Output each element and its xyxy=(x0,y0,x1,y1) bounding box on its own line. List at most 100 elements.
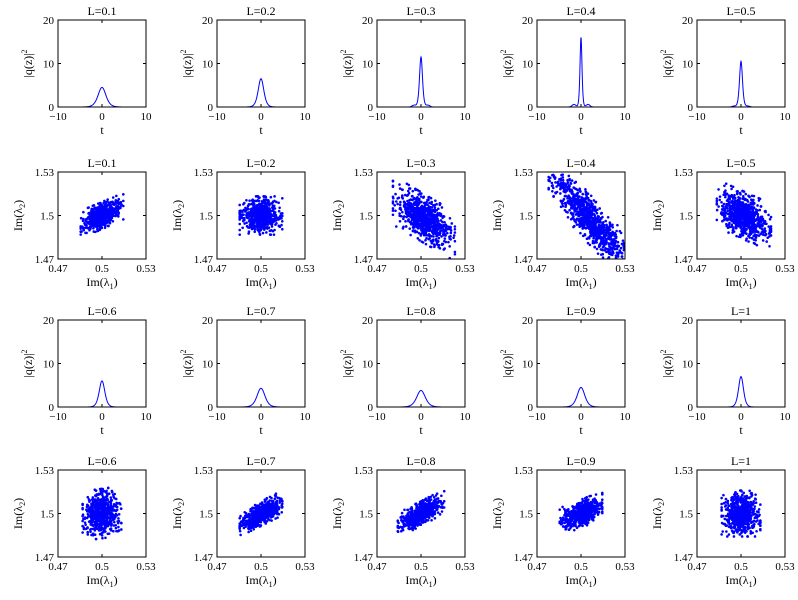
scatter-point xyxy=(100,520,104,524)
scatter-point xyxy=(239,209,243,212)
scatter-point xyxy=(101,502,105,505)
scatter-point xyxy=(595,220,599,224)
scatter-point xyxy=(718,195,722,198)
scatter-point xyxy=(84,231,87,235)
scatter-point xyxy=(444,240,448,244)
x-tick-label: 0.5 xyxy=(414,263,428,275)
scatter-point xyxy=(757,218,761,221)
x-tick-label: 10 xyxy=(460,111,472,123)
scatter-point xyxy=(110,519,113,523)
scatter-point xyxy=(603,229,606,232)
scatter-point xyxy=(744,239,748,242)
subplot-scatter-10: 0.47 0.5 0.531.471.51.53L=0.5Im(λ1)Im(λ2) xyxy=(650,156,795,291)
scatter-point xyxy=(94,509,98,513)
scatter-point xyxy=(117,525,120,529)
scatter-point xyxy=(723,209,727,212)
scatter-point xyxy=(551,186,555,190)
scatter-point xyxy=(413,203,417,207)
scatter-point xyxy=(104,502,108,505)
scatter-point xyxy=(104,224,107,228)
scatter-point xyxy=(85,503,89,507)
subplot-title: L=0.3 xyxy=(406,4,435,18)
scatter-point xyxy=(426,225,430,228)
x-tick-label: 0.47 xyxy=(48,561,68,573)
scatter-point xyxy=(251,217,254,221)
axes-box xyxy=(696,319,786,408)
scatter-point xyxy=(97,492,101,496)
y-tick-label: 0 xyxy=(688,102,694,114)
scatter-point xyxy=(431,239,435,243)
scatter-point xyxy=(733,208,736,212)
scatter-point xyxy=(115,505,119,509)
y-tick-label: 10 xyxy=(202,359,214,371)
scatter-point xyxy=(436,222,440,226)
scatter-point xyxy=(90,215,94,218)
scatter-point xyxy=(90,520,94,524)
scatter-point xyxy=(718,198,721,202)
scatter-point xyxy=(742,204,746,208)
scatter-point xyxy=(725,222,728,226)
scatter-point xyxy=(407,211,411,214)
scatter-point xyxy=(437,245,440,249)
x-axis-label: t xyxy=(259,123,263,137)
scatter-point xyxy=(281,197,284,200)
scatter-point xyxy=(94,522,97,526)
scatter-point xyxy=(273,228,276,232)
scatter-point xyxy=(403,203,406,206)
scatter-point xyxy=(122,218,125,221)
scatter-point xyxy=(747,210,750,213)
scatter-point xyxy=(391,209,395,212)
scatter-point xyxy=(569,197,572,200)
scatter-point xyxy=(729,216,733,219)
scatter-point xyxy=(85,509,89,512)
scatter-points xyxy=(81,486,123,541)
scatter-point xyxy=(743,217,747,221)
scatter-point xyxy=(756,204,759,207)
scatter-point xyxy=(95,527,99,531)
y-tick-label: 1.5 xyxy=(40,211,54,223)
scatter-point xyxy=(409,198,413,201)
scatter-point xyxy=(98,228,102,232)
scatter-point xyxy=(577,203,581,207)
scatter-point xyxy=(607,260,610,263)
scatter-point xyxy=(103,525,107,528)
scatter-point xyxy=(269,209,273,213)
scatter-point xyxy=(604,219,608,223)
scatter-point xyxy=(250,202,253,206)
scatter-point xyxy=(581,192,585,196)
scatter-point xyxy=(409,233,412,237)
scatter-point xyxy=(110,211,114,214)
scatter-point xyxy=(428,237,431,240)
x-tick-label: 0.53 xyxy=(455,263,475,275)
scatter-point xyxy=(594,239,597,243)
scatter-point xyxy=(427,198,430,201)
scatter-point xyxy=(410,218,414,222)
scatter-point xyxy=(594,200,598,204)
scatter-point xyxy=(755,243,759,247)
scatter-point xyxy=(417,212,420,216)
scatter-point xyxy=(271,200,275,204)
scatter-point xyxy=(258,196,261,199)
scatter-point xyxy=(588,227,591,231)
scatter-point xyxy=(596,216,599,220)
subplot-title: L=0.5 xyxy=(726,4,755,18)
scatter-point xyxy=(439,219,443,222)
scatter-point xyxy=(275,222,278,225)
scatter-point xyxy=(633,290,636,293)
scatter-point xyxy=(608,221,612,224)
scatter-point xyxy=(265,223,269,226)
scatter-point xyxy=(263,500,267,503)
scatter-point xyxy=(94,500,98,504)
y-tick-label: 10 xyxy=(522,359,534,371)
scatter-point xyxy=(610,259,613,262)
scatter-point xyxy=(417,193,420,196)
scatter-point xyxy=(100,490,104,494)
scatter-point xyxy=(724,205,728,208)
axes-box xyxy=(57,319,147,408)
scatter-point xyxy=(582,226,585,230)
scatter-point xyxy=(100,534,104,537)
scatter-point xyxy=(83,521,87,524)
scatter-point xyxy=(420,207,424,211)
scatter-point xyxy=(768,245,771,248)
scatter-point xyxy=(547,179,550,182)
